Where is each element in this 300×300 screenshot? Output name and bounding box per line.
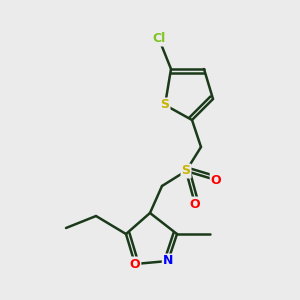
Text: N: N	[163, 254, 173, 268]
Text: O: O	[190, 197, 200, 211]
Text: S: S	[160, 98, 169, 112]
Text: O: O	[211, 173, 221, 187]
Text: Cl: Cl	[152, 32, 166, 46]
Text: O: O	[130, 257, 140, 271]
Text: S: S	[182, 164, 190, 178]
